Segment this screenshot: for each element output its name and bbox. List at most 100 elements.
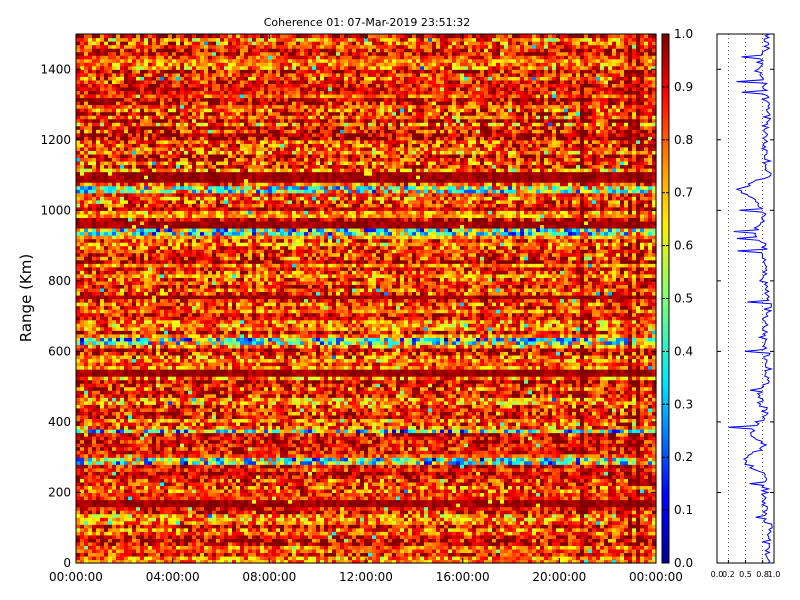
heatmap-cell	[520, 492, 525, 497]
heatmap-cell	[340, 467, 345, 472]
heatmap-cell	[648, 478, 653, 483]
heatmap-cell	[652, 559, 657, 564]
heatmap-cell	[200, 527, 205, 532]
heatmap-cell	[352, 464, 357, 469]
heatmap-cell	[364, 460, 369, 465]
heatmap-cell	[488, 527, 493, 532]
heatmap-cell	[424, 443, 429, 448]
heatmap-cell	[436, 457, 441, 462]
heatmap-cell	[284, 552, 289, 557]
heatmap-cell	[112, 467, 117, 472]
heatmap-cell	[368, 555, 373, 561]
heatmap-cell	[392, 555, 397, 561]
heatmap-cell	[256, 552, 261, 557]
heatmap-cell	[484, 520, 489, 525]
heatmap-cell	[356, 471, 361, 476]
heatmap-cell	[280, 495, 285, 501]
heatmap-cell	[588, 513, 593, 518]
heatmap-cell	[144, 485, 149, 490]
heatmap-cell	[484, 499, 489, 504]
heatmap-cell	[460, 534, 465, 539]
heatmap-cell	[328, 545, 333, 550]
heatmap-cell	[100, 495, 105, 501]
heatmap-cell	[600, 520, 605, 525]
heatmap-cell	[432, 503, 437, 508]
heatmap-cell	[132, 548, 137, 554]
heatmap-cell	[152, 439, 157, 444]
heatmap-cell	[592, 478, 597, 483]
heatmap-cell	[560, 527, 565, 532]
heatmap-cell	[572, 478, 577, 483]
heatmap-cell	[532, 446, 537, 451]
heatmap-cell	[628, 443, 633, 448]
heatmap-cell	[580, 499, 585, 504]
heatmap-cell	[516, 464, 521, 469]
heatmap-cell	[464, 527, 469, 532]
heatmap-cell	[520, 527, 525, 532]
heatmap-cell	[276, 559, 281, 564]
heatmap-cell	[264, 495, 269, 501]
heatmap-cell	[608, 520, 613, 525]
heatmap-cell	[252, 478, 257, 483]
heatmap-cell	[460, 446, 465, 451]
heatmap-cell	[484, 503, 489, 508]
heatmap-cell	[284, 495, 289, 501]
heatmap-cell	[280, 503, 285, 508]
heatmap-cell	[132, 481, 137, 487]
heatmap-cell	[336, 503, 341, 508]
heatmap-cell	[336, 488, 341, 494]
heatmap-cell	[144, 453, 149, 458]
heatmap-cell	[508, 559, 513, 564]
heatmap-cell	[116, 439, 121, 444]
heatmap-cell	[524, 485, 529, 490]
heatmap-cell	[572, 488, 577, 494]
heatmap-cell	[524, 467, 529, 472]
heatmap-cell	[208, 443, 213, 448]
heatmap-cell	[104, 541, 109, 546]
heatmap-cell	[376, 545, 381, 550]
heatmap-cell	[404, 478, 409, 483]
heatmap-cell	[440, 513, 445, 518]
heatmap-cell	[404, 457, 409, 462]
heatmap-cell	[328, 503, 333, 508]
heatmap-cell	[336, 513, 341, 518]
heatmap-cell	[468, 450, 473, 455]
heatmap-cell	[380, 534, 385, 539]
heatmap-cell	[188, 485, 193, 490]
heatmap-cell	[300, 464, 305, 469]
heatmap-cell	[244, 499, 249, 504]
heatmap-cell	[368, 474, 373, 479]
heatmap-cell	[172, 548, 177, 554]
heatmap-cell	[400, 443, 405, 448]
heatmap-cell	[596, 471, 601, 476]
heatmap-cell	[240, 517, 245, 522]
heatmap-cell	[452, 471, 457, 476]
heatmap-cell	[124, 524, 129, 529]
heatmap-cell	[448, 474, 453, 479]
heatmap-cell	[544, 495, 549, 501]
heatmap-cell	[296, 446, 301, 451]
heatmap-cell	[144, 446, 149, 451]
heatmap-cell	[492, 538, 497, 543]
heatmap-cell	[220, 541, 225, 546]
heatmap-cell	[460, 531, 465, 536]
heatmap-cell	[448, 513, 453, 518]
heatmap-cell	[100, 510, 105, 515]
heatmap-cell	[536, 471, 541, 476]
heatmap-cell	[568, 559, 573, 564]
heatmap-cell	[528, 488, 533, 494]
heatmap-cell	[88, 443, 93, 448]
heatmap-cell	[340, 555, 345, 561]
heatmap-cell	[628, 534, 633, 539]
heatmap-cell	[100, 478, 105, 483]
heatmap-cell	[424, 545, 429, 550]
heatmap-cell	[392, 517, 397, 522]
heatmap-cell	[596, 464, 601, 469]
heatmap-cell	[496, 520, 501, 525]
heatmap-cell	[424, 503, 429, 508]
heatmap-cell	[120, 520, 125, 525]
heatmap-cell	[588, 481, 593, 487]
heatmap-cell	[644, 541, 649, 546]
heatmap-cell	[288, 481, 293, 487]
heatmap-cell	[308, 506, 313, 511]
